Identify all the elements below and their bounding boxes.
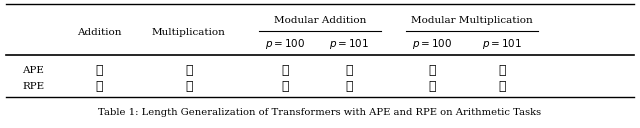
Text: $p = 100$: $p = 100$ — [264, 37, 305, 51]
Text: ✓: ✓ — [428, 79, 436, 93]
Text: ✗: ✗ — [345, 64, 353, 77]
Text: RPE: RPE — [22, 82, 45, 90]
Text: ✗: ✗ — [499, 79, 506, 93]
Text: ✗: ✗ — [95, 64, 103, 77]
Text: APE: APE — [22, 66, 44, 75]
Text: ✓: ✓ — [281, 64, 289, 77]
Text: Table 1: Length Generalization of Transformers with APE and RPE on Arithmetic Ta: Table 1: Length Generalization of Transf… — [99, 108, 541, 117]
Text: Modular Multiplication: Modular Multiplication — [411, 16, 533, 25]
Text: Addition: Addition — [77, 28, 122, 37]
Text: Multiplication: Multiplication — [152, 28, 226, 37]
Text: ✗: ✗ — [345, 79, 353, 93]
Text: ✗: ✗ — [185, 79, 193, 93]
Text: ✓: ✓ — [95, 79, 103, 93]
Text: ✗: ✗ — [185, 64, 193, 77]
Text: $p = 101$: $p = 101$ — [329, 37, 369, 51]
Text: Modular Addition: Modular Addition — [274, 16, 366, 25]
Text: $p = 100$: $p = 100$ — [412, 37, 452, 51]
Text: $p = 101$: $p = 101$ — [483, 37, 522, 51]
Text: ✓: ✓ — [281, 79, 289, 93]
Text: ✓: ✓ — [428, 64, 436, 77]
Text: ✗: ✗ — [499, 64, 506, 77]
